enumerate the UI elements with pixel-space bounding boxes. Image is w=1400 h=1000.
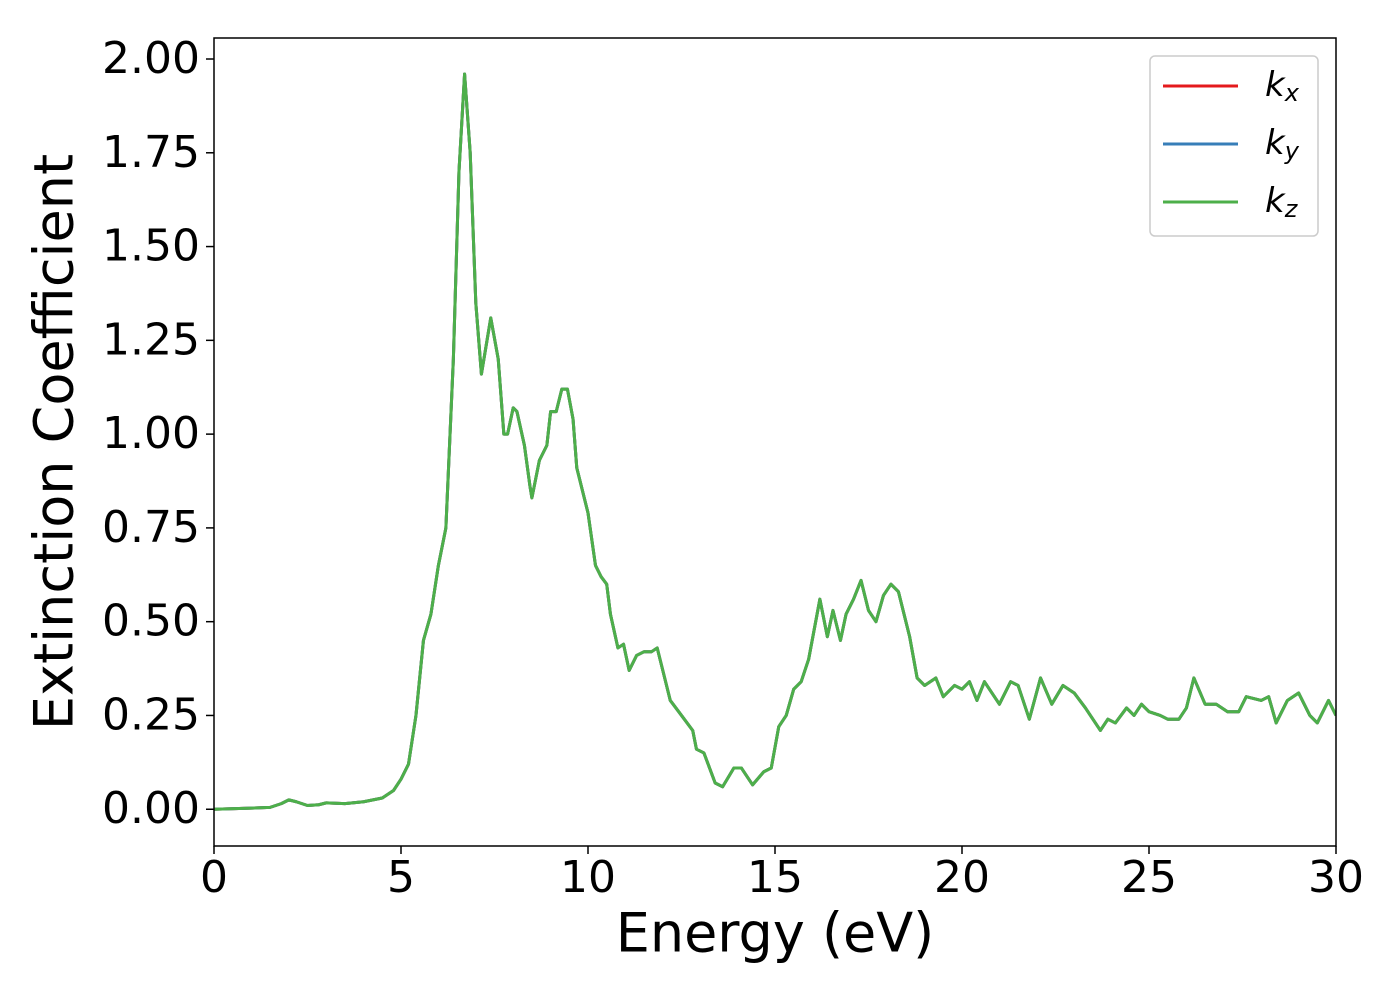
y-axis-label: Extinction Coefficient	[23, 154, 86, 730]
y-tick-label: 0.00	[102, 783, 200, 834]
legend-label: kz	[1265, 181, 1299, 224]
y-tick-label: 0.75	[102, 502, 200, 553]
y-tick-label: 0.25	[102, 689, 200, 740]
y-tick-label: 1.25	[102, 314, 200, 365]
x-tick-label: 0	[200, 852, 228, 903]
x-tick-label: 20	[934, 852, 990, 903]
plot-frame	[213, 37, 1337, 847]
line-series	[214, 72, 1336, 811]
x-tick-label: 25	[1121, 852, 1177, 903]
x-tick-label: 15	[747, 852, 803, 903]
y-tick-label: 2.00	[102, 33, 200, 84]
y-tick-label: 1.75	[102, 127, 200, 178]
y-tick-label: 0.50	[102, 596, 200, 647]
legend-label: kx	[1265, 65, 1300, 108]
x-tick-label: 5	[387, 852, 415, 903]
x-tick-label: 30	[1308, 852, 1364, 903]
y-tick-label: 1.50	[102, 221, 200, 272]
y-tick-label: 1.00	[102, 408, 200, 459]
x-axis-label: Energy (eV)	[616, 902, 935, 965]
x-tick-label: 10	[560, 852, 616, 903]
legend-box	[1149, 55, 1319, 237]
legend-label: ky	[1265, 123, 1300, 166]
